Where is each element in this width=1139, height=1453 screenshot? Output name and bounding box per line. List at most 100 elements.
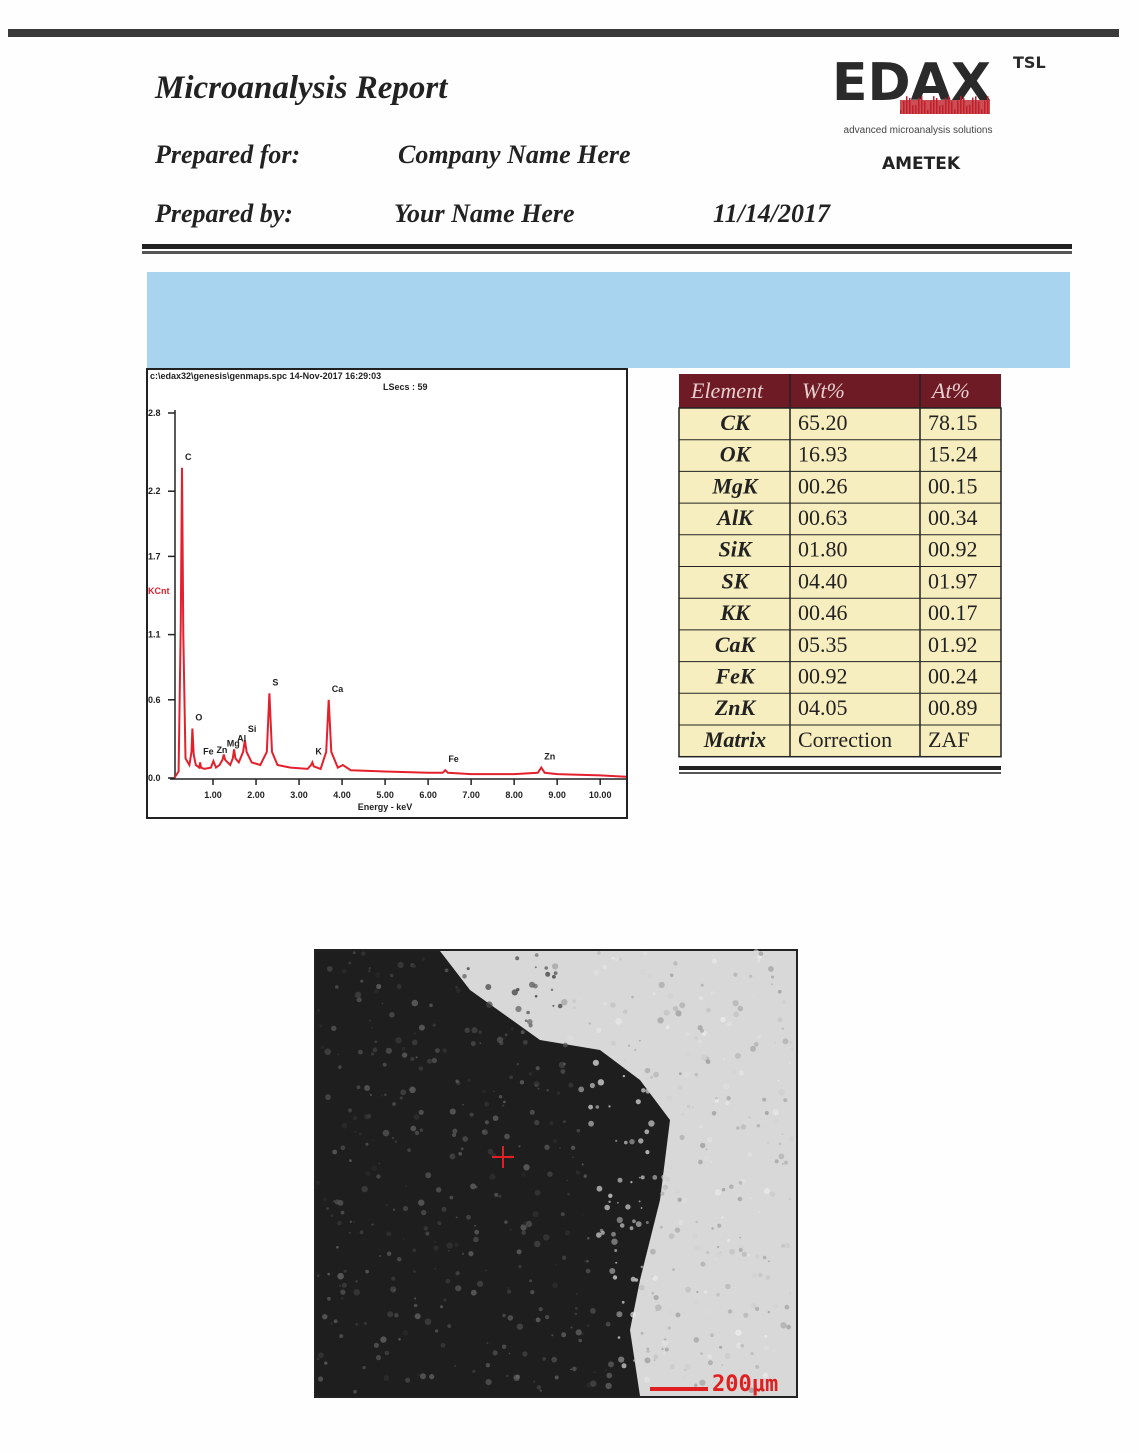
grain: [655, 1304, 662, 1311]
grain: [461, 1148, 464, 1151]
value-cell: 00.15: [928, 473, 978, 498]
grain: [751, 1352, 754, 1355]
grain: [782, 1027, 785, 1030]
x-tick-label: 4.00: [333, 790, 351, 800]
grain: [561, 999, 567, 1005]
grain: [566, 1180, 568, 1182]
grain: [373, 1224, 375, 1226]
grain: [764, 1188, 770, 1194]
grain: [348, 962, 351, 965]
value-cell: 04.40: [798, 568, 848, 593]
grain: [341, 1211, 345, 1215]
y-tick-label: 1.7: [148, 551, 161, 561]
grain: [651, 1275, 653, 1277]
grain: [485, 984, 491, 990]
grain: [473, 1237, 479, 1243]
grain: [770, 1191, 775, 1196]
grain: [493, 1091, 495, 1093]
grain: [326, 1207, 329, 1210]
grain: [526, 1011, 530, 1015]
grain: [413, 1270, 416, 1273]
grain: [504, 1220, 507, 1223]
grain: [738, 1197, 742, 1201]
grain: [604, 1205, 610, 1211]
grain: [728, 1309, 732, 1313]
grain: [455, 1285, 461, 1291]
grain: [522, 1172, 526, 1176]
grain: [529, 1072, 533, 1076]
grain: [654, 1359, 656, 1361]
grain: [325, 1094, 331, 1100]
grain: [751, 994, 755, 998]
grain: [540, 1390, 542, 1392]
grain: [629, 1139, 634, 1144]
grain: [419, 1110, 424, 1115]
grain: [699, 1125, 703, 1129]
grain: [338, 1065, 342, 1069]
y-tick-label: 0.0: [148, 773, 161, 783]
logo-bar: [981, 109, 983, 114]
grain: [696, 1291, 698, 1293]
grain: [778, 990, 782, 994]
scale-bar: [650, 1387, 708, 1391]
grain: [701, 1055, 707, 1061]
grain: [762, 1098, 766, 1102]
grain: [646, 1077, 649, 1080]
grain: [646, 1221, 649, 1224]
grain: [486, 1001, 493, 1008]
grain: [561, 1212, 565, 1216]
grain: [624, 1141, 628, 1145]
grain: [355, 1280, 357, 1282]
grain: [667, 1095, 672, 1100]
grain: [479, 1042, 481, 1044]
grain: [712, 959, 717, 964]
grain: [775, 1042, 777, 1044]
grain: [407, 1148, 411, 1152]
value-cell: 01.97: [928, 568, 978, 593]
grain: [536, 1318, 541, 1323]
grain: [616, 1311, 622, 1317]
x-tick-label: 1.00: [204, 790, 222, 800]
grain: [739, 1070, 744, 1075]
grain: [783, 1098, 787, 1102]
grain: [615, 1140, 617, 1142]
grain: [359, 1133, 362, 1136]
grain: [414, 1304, 418, 1308]
grain: [526, 1221, 532, 1227]
grain: [353, 1116, 357, 1120]
grain: [327, 1297, 331, 1301]
grain: [753, 949, 759, 955]
logo-bar: [975, 96, 977, 114]
grain: [535, 995, 538, 998]
grain: [711, 991, 715, 995]
table-rule: [679, 766, 1001, 770]
grain: [371, 1165, 377, 1171]
grain: [611, 1239, 617, 1245]
grain: [582, 1163, 584, 1165]
grain: [462, 974, 467, 979]
grain: [743, 1313, 748, 1318]
grain: [611, 1041, 616, 1046]
grain: [678, 1198, 682, 1202]
grain: [685, 1032, 690, 1037]
grain: [555, 1376, 559, 1380]
grain: [386, 1232, 391, 1237]
grain: [669, 1167, 672, 1170]
grain: [644, 1129, 649, 1134]
value-cell: Correction: [798, 727, 892, 752]
grain: [397, 1257, 401, 1261]
grain: [317, 1274, 320, 1277]
grain: [389, 1012, 395, 1018]
grain: [675, 1190, 680, 1195]
grain: [648, 1120, 654, 1126]
grain: [393, 1209, 395, 1211]
grain: [662, 1340, 669, 1347]
grain: [675, 1227, 680, 1232]
grain: [670, 1364, 675, 1369]
grain: [684, 1071, 690, 1077]
grain: [685, 1287, 691, 1293]
grain: [747, 1152, 752, 1157]
grain: [751, 1303, 756, 1308]
grain: [405, 1378, 410, 1383]
grain: [700, 1029, 704, 1033]
